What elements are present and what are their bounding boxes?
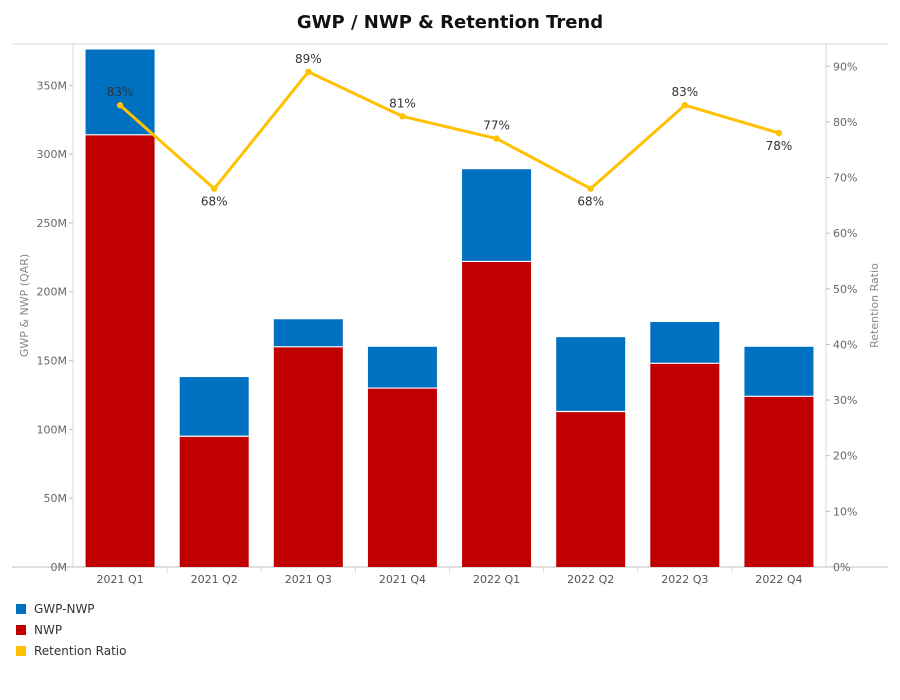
line-retention-ratio: [119, 70, 780, 191]
bar-nwp: [556, 411, 626, 567]
y2-tick-label: 80%: [833, 116, 857, 129]
data-label-retention-ratio: 81%: [389, 96, 416, 110]
legend-item-nwp[interactable]: NWP: [16, 619, 126, 640]
data-label-retention-ratio: 83%: [671, 85, 698, 99]
x-tick-label: 2022 Q1: [473, 573, 520, 586]
point-retention-ratio: [305, 68, 312, 76]
x-tick-label: 2021 Q4: [379, 573, 426, 586]
y2-tick-label: 40%: [833, 338, 857, 351]
point-retention-ratio: [775, 129, 783, 137]
y-tick-label: 0M: [51, 561, 68, 574]
x-tick-label: 2021 Q1: [96, 573, 143, 586]
data-label-retention-ratio: 89%: [295, 52, 322, 66]
y-tick-label: 150M: [37, 355, 68, 368]
y2-tick-label: 0%: [833, 561, 850, 574]
y2-tick-label: 90%: [833, 60, 857, 73]
bar-gwp-nwp: [85, 49, 155, 135]
y2-axis-title: Retention Ratio: [868, 263, 881, 348]
y-tick-label: 200M: [37, 286, 68, 299]
bar-gwp-nwp: [273, 319, 343, 347]
legend-item-gwp-nwp[interactable]: GWP-NWP: [16, 598, 126, 619]
bar-nwp: [367, 388, 437, 567]
data-label-retention-ratio: 77%: [483, 119, 510, 133]
point-retention-ratio: [493, 135, 500, 142]
y2-tick-label: 70%: [833, 172, 857, 185]
bar-nwp: [273, 346, 343, 567]
bar-nwp: [462, 261, 532, 567]
bar-gwp-nwp: [367, 346, 437, 389]
bar-nwp: [85, 134, 155, 567]
data-label-retention-ratio: 78%: [766, 139, 793, 153]
y-tick-label: 250M: [37, 217, 68, 230]
y-axis-title: GWP & NWP (QAR): [18, 254, 31, 357]
y2-tick-label: 50%: [833, 283, 857, 296]
bar-nwp: [650, 363, 720, 567]
point-retention-ratio: [116, 102, 124, 109]
legend-item-retention-ratio[interactable]: Retention Ratio: [16, 640, 126, 661]
bar-nwp: [179, 436, 249, 567]
y-tick-label: 100M: [37, 423, 68, 436]
point-retention-ratio: [210, 185, 218, 192]
y-tick-label: 350M: [37, 79, 68, 92]
x-tick-label: 2022 Q4: [755, 573, 802, 586]
y2-tick-label: 20%: [833, 450, 857, 463]
legend-label-gwp-nwp: GWP-NWP: [34, 601, 95, 616]
bar-gwp-nwp: [462, 169, 532, 262]
bar-gwp-nwp: [650, 322, 720, 364]
bar-gwp-nwp: [556, 337, 626, 412]
x-tick-label: 2022 Q2: [567, 573, 614, 586]
data-label-retention-ratio: 68%: [201, 195, 228, 209]
legend-label-nwp: NWP: [34, 622, 63, 637]
legend-swatch-retention-ratio: [16, 645, 26, 656]
y-tick-label: 50M: [44, 492, 68, 505]
point-retention-ratio: [399, 113, 406, 120]
chart-title: GWP / NWP & Retention Trend: [296, 12, 604, 33]
x-tick-label: 2021 Q3: [285, 573, 332, 586]
x-tick-label: 2022 Q3: [661, 573, 708, 586]
legend-swatch-nwp: [16, 624, 26, 635]
point-retention-ratio: [587, 185, 594, 192]
bar-gwp-nwp: [179, 377, 249, 437]
bar-nwp: [744, 396, 814, 567]
legend-swatch-gwp-nwp: [16, 603, 26, 614]
point-retention-ratio: [681, 102, 689, 109]
legend-label-retention-ratio: Retention Ratio: [34, 643, 127, 658]
y2-tick-label: 10%: [833, 505, 857, 518]
y2-tick-label: 30%: [833, 394, 857, 407]
legend: GWP-NWP NWP Retention Ratio: [16, 598, 126, 661]
y2-tick-label: 60%: [833, 227, 857, 240]
data-label-retention-ratio: 68%: [577, 195, 604, 209]
data-label-retention-ratio: 83%: [107, 85, 134, 99]
y-tick-label: 300M: [37, 148, 68, 161]
bar-gwp-nwp: [744, 346, 814, 397]
x-tick-label: 2021 Q2: [191, 573, 238, 586]
